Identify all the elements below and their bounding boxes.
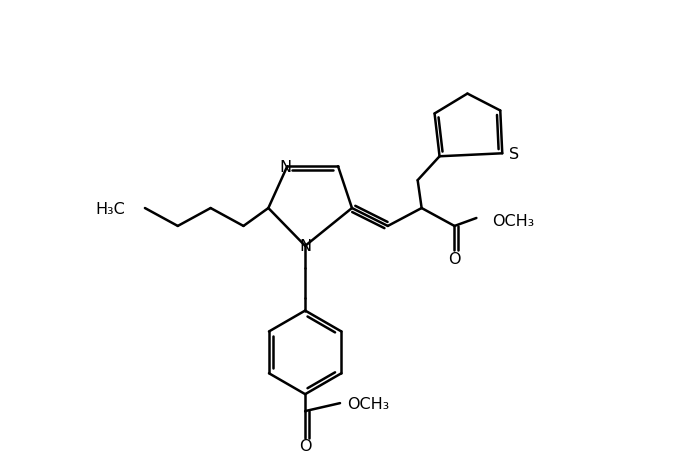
Text: O: O (449, 252, 461, 267)
Text: O: O (299, 439, 312, 454)
Text: OCH₃: OCH₃ (493, 214, 535, 229)
Text: S: S (509, 147, 519, 162)
Text: OCH₃: OCH₃ (347, 396, 389, 411)
Text: N: N (299, 239, 311, 254)
Text: N: N (279, 159, 291, 174)
Text: H₃C: H₃C (95, 201, 125, 216)
